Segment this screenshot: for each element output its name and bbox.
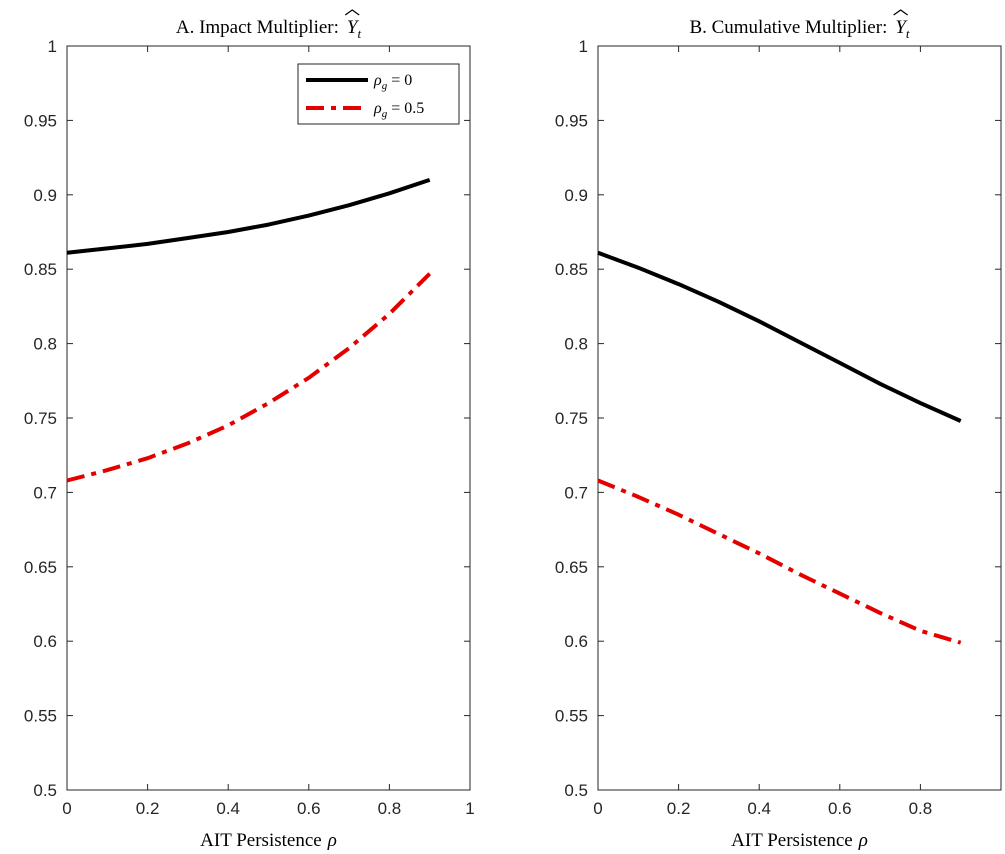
x-tick-label: 0.8 <box>909 799 933 818</box>
x-tick-label: 0.2 <box>667 799 691 818</box>
y-tick-label: 0.8 <box>33 335 57 354</box>
legend-symbol: ρ <box>373 72 382 89</box>
y-tick-label: 0.9 <box>33 186 57 205</box>
axes-box <box>597 45 1002 791</box>
y-tick-label: 0.5 <box>33 781 57 800</box>
legend-box <box>297 63 460 125</box>
hat-accent <box>893 9 908 16</box>
panel-a: 0.5 0.55 0.6 0.65 0.7 0.75 0.8 0.85 0.9 0.95 1 0 0.2… <box>24 9 475 851</box>
y-tick-label: 0.55 <box>24 707 57 726</box>
y-tick-label: 0.65 <box>555 558 588 577</box>
x-tick-label: 0.6 <box>297 799 321 818</box>
x-tick-label: 0 <box>62 799 71 818</box>
series-line-1 <box>597 478 962 645</box>
y-tick-label: 0.7 <box>564 483 588 502</box>
y-tick-label: 0.85 <box>24 260 57 279</box>
y-tick-label: 0.65 <box>24 558 57 577</box>
y-tick-label: 0.95 <box>24 111 57 130</box>
y-tick-label: 1 <box>48 37 57 56</box>
legend-subscript: g <box>382 108 388 120</box>
chart-title: A. Impact Multiplier: Yt <box>176 17 362 41</box>
y-tick-label: 0.7 <box>33 483 57 502</box>
legend: ρg = 0ρg = 0.5 <box>297 63 460 125</box>
chart-title-var: Y <box>347 17 360 38</box>
chart-title: B. Cumulative Multiplier: Yt <box>689 17 909 41</box>
x-axis-label: AIT Persistence ρ <box>200 830 337 851</box>
legend-value: = 0.5 <box>387 100 424 117</box>
x-tick-label: 0 <box>593 799 602 818</box>
y-tick-label: 0.75 <box>555 409 588 428</box>
y-tick-label: 0.75 <box>24 409 57 428</box>
x-axis-label-main: AIT Persistence <box>731 830 853 851</box>
y-tick-label: 1 <box>579 37 588 56</box>
y-tick-label: 0.8 <box>564 335 588 354</box>
y-tick-label: 0.55 <box>555 707 588 726</box>
chart-title-var: Y <box>895 17 908 38</box>
chart-title-sub: t <box>358 26 362 41</box>
series-line-0 <box>66 178 431 255</box>
x-tick-label: 0.4 <box>747 799 771 818</box>
axes-box <box>66 45 471 791</box>
legend-symbol: ρ <box>373 100 382 117</box>
chart-title-main: A. Impact Multiplier: <box>176 17 339 38</box>
legend-value: = 0 <box>387 72 412 89</box>
panel-b: 0.5 0.55 0.6 0.65 0.7 0.75 0.8 0.85 0.9 0.95 1 0 0.2… <box>555 9 1002 851</box>
x-tick-label: 0.8 <box>378 799 402 818</box>
x-axis-label: AIT Persistence ρ <box>731 830 868 851</box>
x-tick-label: 0.6 <box>828 799 852 818</box>
chart-title-main: B. Cumulative Multiplier: <box>689 17 887 38</box>
legend-subscript: g <box>382 80 388 92</box>
y-tick-label: 0.85 <box>555 260 588 279</box>
legend-label-1: ρg = 0.5 <box>373 100 424 120</box>
legend-label-0: ρg = 0 <box>373 72 412 92</box>
x-tick-label: 1 <box>465 799 474 818</box>
y-tick-label: 0.5 <box>564 781 588 800</box>
y-tick-label: 0.6 <box>564 632 588 651</box>
chart-title-sub: t <box>906 26 910 41</box>
x-axis-label-symbol: ρ <box>858 830 868 851</box>
y-tick-label: 0.6 <box>33 632 57 651</box>
x-tick-label: 0.2 <box>136 799 160 818</box>
hat-accent <box>344 9 360 16</box>
x-axis-label-symbol: ρ <box>327 830 337 851</box>
series-line-1 <box>66 272 432 483</box>
y-tick-label: 0.95 <box>555 111 588 130</box>
series-line-0 <box>597 250 962 423</box>
y-tick-label: 0.9 <box>564 186 588 205</box>
x-tick-label: 0.4 <box>216 799 240 818</box>
x-axis-label-main: AIT Persistence <box>200 830 322 851</box>
